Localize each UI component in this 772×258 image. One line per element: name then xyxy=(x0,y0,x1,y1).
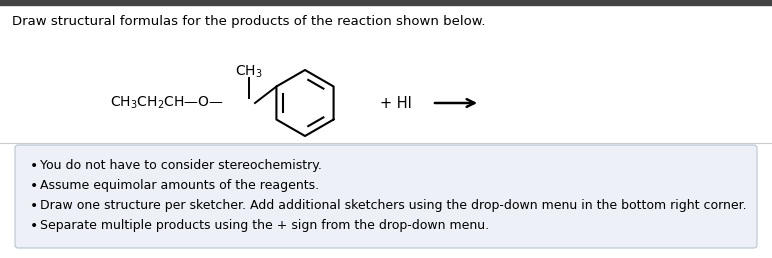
Text: CH$_3$: CH$_3$ xyxy=(235,64,262,80)
Text: •: • xyxy=(30,199,39,213)
Text: •: • xyxy=(30,219,39,233)
Text: Draw one structure per sketcher. Add additional sketchers using the drop-down me: Draw one structure per sketcher. Add add… xyxy=(40,199,747,213)
Text: Assume equimolar amounts of the reagents.: Assume equimolar amounts of the reagents… xyxy=(40,180,319,192)
Text: You do not have to consider stereochemistry.: You do not have to consider stereochemis… xyxy=(40,159,322,173)
Text: Separate multiple products using the + sign from the drop-down menu.: Separate multiple products using the + s… xyxy=(40,220,489,232)
Text: CH$_3$CH$_2$CH—O—: CH$_3$CH$_2$CH—O— xyxy=(110,95,224,111)
Text: Draw structural formulas for the products of the reaction shown below.: Draw structural formulas for the product… xyxy=(12,15,486,28)
Text: + HI: + HI xyxy=(380,95,412,110)
FancyBboxPatch shape xyxy=(15,145,757,248)
Text: •: • xyxy=(30,179,39,193)
Text: •: • xyxy=(30,159,39,173)
